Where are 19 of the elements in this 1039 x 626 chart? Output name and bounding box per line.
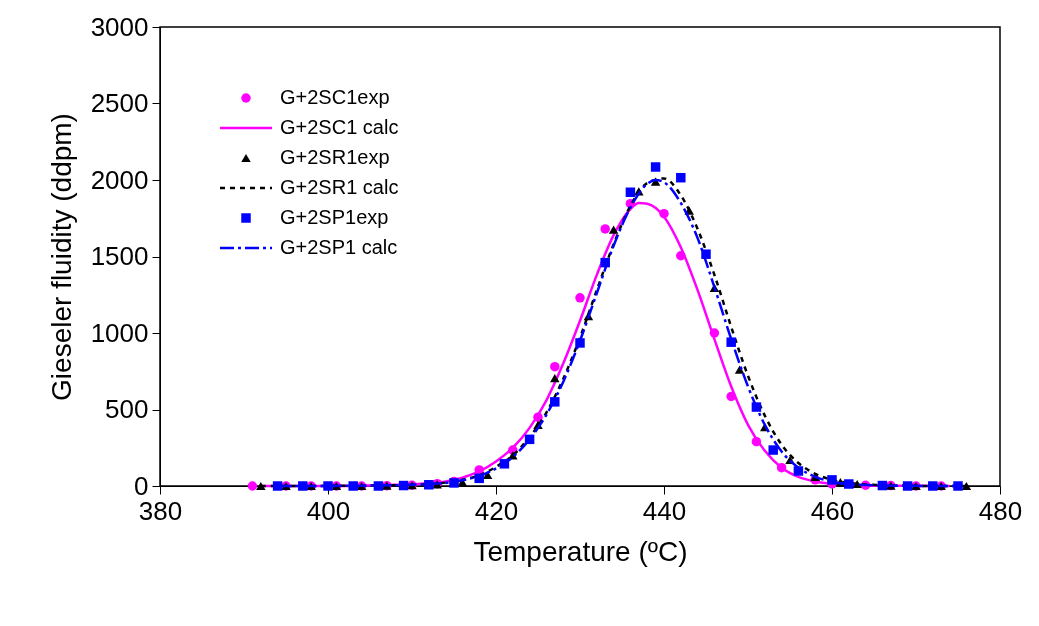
y-tick-label: 500: [105, 394, 149, 424]
legend-label: G+2SP1 calc: [280, 236, 398, 258]
y-axis-title: Gieseler fluidity (ddpm): [45, 113, 77, 401]
legend-label: G+2SR1 calc: [280, 176, 399, 198]
x-tick-label: 460: [810, 495, 855, 526]
x-tick-label: 480: [978, 495, 1023, 526]
y-tick-label: 2500: [90, 88, 149, 118]
y-tick-label: 2000: [90, 164, 149, 195]
legend-label: G+2SC1exp: [280, 86, 390, 108]
x-tick-label: 420: [474, 495, 519, 526]
x-axis-title: Temperature (ºC): [473, 535, 688, 567]
y-tick-label: 1500: [90, 241, 149, 271]
legend-label: G+2SP1exp: [280, 206, 389, 228]
x-tick-label: 400: [306, 495, 351, 526]
y-tick-label: 3000: [90, 11, 149, 42]
legend-label: G+2SR1exp: [280, 146, 390, 168]
legend-label: G+2SC1 calc: [280, 116, 399, 138]
x-tick-label: 440: [642, 495, 687, 526]
y-tick-label: 1000: [90, 317, 149, 348]
